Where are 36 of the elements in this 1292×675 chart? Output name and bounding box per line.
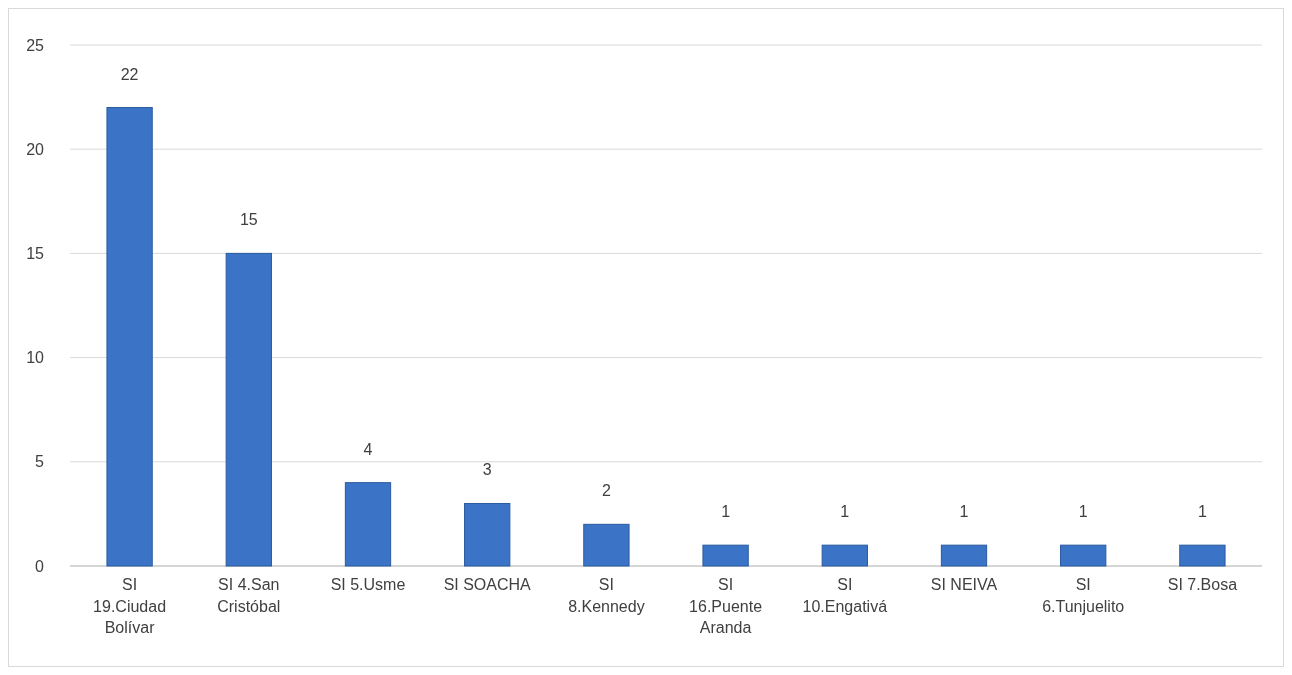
bar [464, 502, 511, 567]
y-tick-label: 10 [26, 349, 45, 367]
bar [702, 544, 749, 567]
x-tick-label: SI 6.Tunjuelito [1042, 576, 1125, 615]
data-label: 1 [1197, 503, 1207, 521]
bar [821, 544, 868, 567]
data-label: 15 [239, 211, 258, 229]
y-tick-label: 15 [26, 245, 45, 262]
y-tick-label: 0 [35, 557, 45, 575]
x-tick-label: SI 5.Usme [330, 576, 406, 593]
y-tick-label: 5 [35, 453, 45, 471]
x-tick-label: SI 8.Kennedy [568, 576, 645, 615]
x-tick-label: SI 10.Engativá [802, 576, 888, 615]
x-tick-label: SI 4.San Cristóbal [217, 576, 281, 615]
data-label: 1 [721, 503, 731, 521]
data-label: 1 [840, 503, 850, 521]
data-label: 1 [1078, 503, 1088, 521]
bar [225, 252, 272, 567]
data-label: 3 [482, 461, 492, 479]
bar [940, 544, 988, 567]
data-label: 4 [363, 440, 373, 458]
bar [583, 523, 630, 567]
x-tick-label: SI SOACHA [443, 576, 532, 593]
x-tick-label: SI 16.Puente Aranda [689, 576, 763, 637]
x-tick-label: SI 19.Ciudad Bolívar [93, 576, 167, 637]
data-label: 1 [959, 503, 969, 521]
bar [1179, 544, 1226, 567]
y-tick-label: 20 [26, 140, 45, 158]
x-tick-label: SI 7.Bosa [1167, 576, 1238, 593]
data-label: 2 [601, 482, 611, 500]
y-tick-label: 25 [26, 36, 45, 54]
bar [1060, 544, 1107, 567]
data-label: 22 [120, 65, 139, 83]
bar [344, 482, 392, 567]
x-tick-label: SI NEIVA [930, 576, 998, 593]
bar [106, 107, 153, 567]
